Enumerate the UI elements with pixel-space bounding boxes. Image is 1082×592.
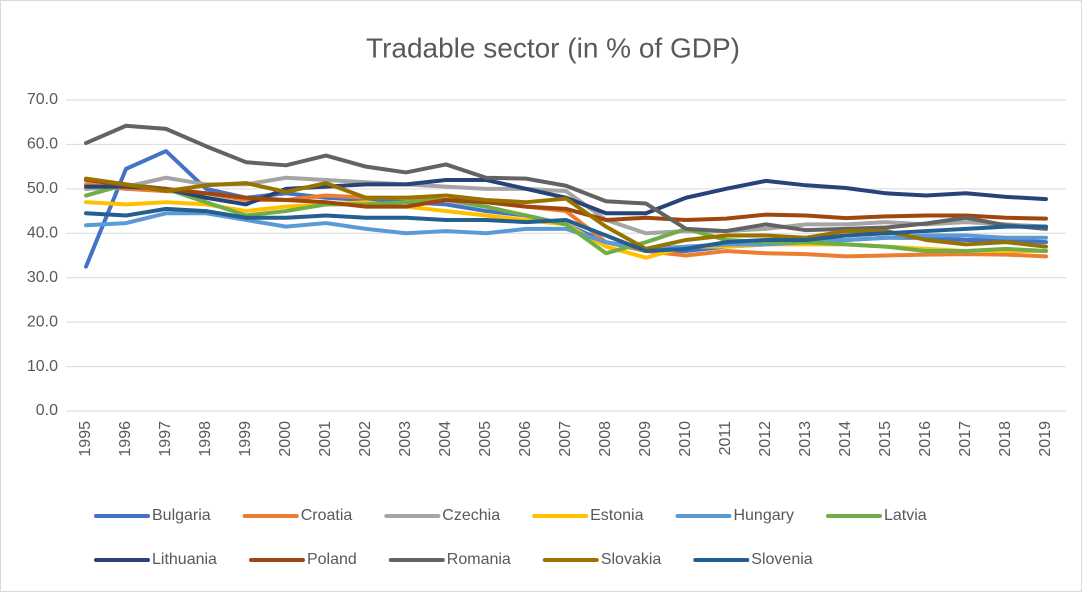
x-tick-label: 1996 bbox=[117, 421, 134, 457]
series-line bbox=[84, 123, 1048, 234]
x-tick-label: 2014 bbox=[837, 421, 854, 457]
y-tick-label: 30.0 bbox=[27, 269, 58, 286]
y-tick-label: 20.0 bbox=[27, 313, 58, 330]
series-line bbox=[84, 177, 1048, 222]
x-tick-label: 2000 bbox=[277, 421, 294, 457]
y-tick-label: 40.0 bbox=[27, 225, 58, 242]
x-tick-label: 2003 bbox=[397, 421, 414, 457]
x-tick-label: 2017 bbox=[957, 421, 974, 457]
legend-label: Lithuania bbox=[152, 551, 217, 568]
legend-label: Hungary bbox=[733, 507, 793, 524]
x-tick-label: 2008 bbox=[597, 421, 614, 457]
series-line bbox=[84, 176, 1048, 251]
legend-label: Czechia bbox=[442, 507, 500, 524]
y-tick-label: 60.0 bbox=[27, 136, 58, 153]
chart-title: Tradable sector (in % of GDP) bbox=[366, 32, 740, 63]
x-tick-label: 2015 bbox=[877, 421, 894, 457]
x-tick-label: 2001 bbox=[317, 421, 334, 457]
x-tick-label: 2009 bbox=[637, 421, 654, 457]
x-tick-label: 2011 bbox=[717, 421, 734, 456]
legend-label: Latvia bbox=[884, 507, 927, 524]
x-tick-label: 2016 bbox=[917, 421, 934, 457]
x-tick-label: 2004 bbox=[437, 421, 454, 457]
y-tick-label: 0.0 bbox=[36, 402, 58, 419]
x-tick-label: 2005 bbox=[477, 421, 494, 457]
x-tick-label: 2010 bbox=[677, 421, 694, 457]
x-tick-label: 1999 bbox=[237, 421, 254, 457]
legend-label: Slovenia bbox=[751, 551, 812, 568]
y-tick-label: 70.0 bbox=[27, 91, 58, 108]
legend-label: Romania bbox=[447, 551, 511, 568]
x-tick-label: 1997 bbox=[157, 421, 174, 457]
x-tick-label: 2002 bbox=[357, 421, 374, 457]
series-line bbox=[84, 182, 1048, 256]
x-tick-label: 2013 bbox=[797, 421, 814, 457]
x-tick-label: 2012 bbox=[757, 421, 774, 457]
series-line bbox=[84, 182, 1048, 259]
legend-label: Poland bbox=[307, 551, 357, 568]
legend-label: Slovakia bbox=[601, 551, 662, 568]
x-tick-label: 2019 bbox=[1037, 421, 1054, 457]
x-tick-label: 2018 bbox=[997, 421, 1014, 457]
legend-label: Bulgaria bbox=[152, 507, 211, 524]
x-tick-label: 2006 bbox=[517, 421, 534, 457]
series-line bbox=[84, 211, 1048, 251]
legend-label: Croatia bbox=[301, 507, 353, 524]
series-line bbox=[84, 206, 1048, 254]
x-tick-label: 1995 bbox=[77, 421, 94, 457]
x-tick-label: 1998 bbox=[197, 421, 214, 457]
legend-label: Estonia bbox=[590, 507, 643, 524]
x-tick-label: 2007 bbox=[557, 421, 574, 457]
y-tick-label: 50.0 bbox=[27, 180, 58, 197]
y-tick-label: 10.0 bbox=[27, 358, 58, 375]
